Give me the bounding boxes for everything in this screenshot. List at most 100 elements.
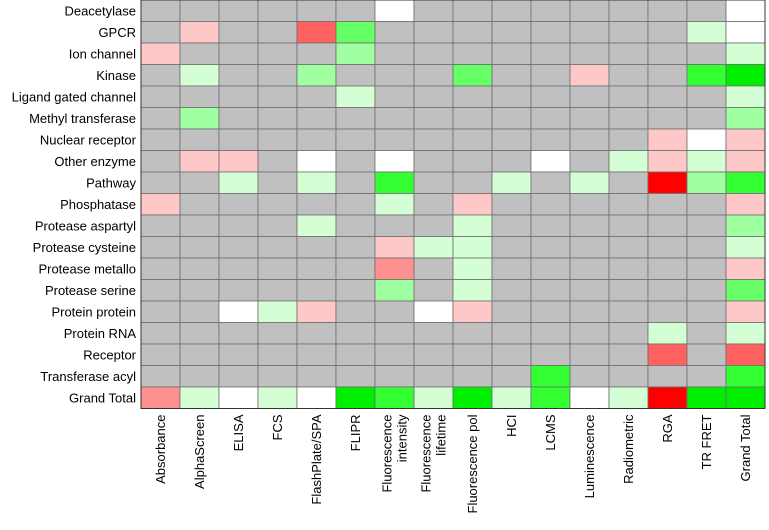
heatmap-cell	[218, 257, 259, 280]
heatmap-cell	[725, 322, 766, 345]
heatmap-cell	[569, 21, 610, 44]
heatmap-cell	[140, 64, 181, 87]
heatmap-cell	[335, 386, 376, 409]
heatmap-cell	[374, 171, 415, 194]
heatmap-cell	[179, 128, 220, 151]
heatmap-cell	[179, 107, 220, 130]
heatmap-cell	[179, 300, 220, 323]
heatmap-cell	[257, 343, 298, 366]
heatmap-cell	[335, 322, 376, 345]
heatmap-cell	[608, 64, 649, 87]
heatmap-cell	[374, 42, 415, 65]
heatmap-cell	[296, 42, 337, 65]
heatmap-cell	[413, 128, 454, 151]
heatmap-cell	[374, 343, 415, 366]
heatmap-cell	[374, 257, 415, 280]
heatmap-cell	[686, 300, 727, 323]
heatmap-cell	[686, 150, 727, 173]
heatmap-cell	[335, 107, 376, 130]
column-label-line: RGA	[660, 414, 675, 443]
heatmap-cell	[647, 257, 688, 280]
heatmap-cell	[569, 214, 610, 237]
heatmap-cell	[569, 171, 610, 194]
heatmap-cell	[452, 343, 493, 366]
heatmap-cell	[491, 64, 532, 87]
heatmap-cell	[491, 365, 532, 388]
row-label: Nuclear receptor	[40, 132, 137, 147]
heatmap-cell	[686, 64, 727, 87]
heatmap-cell	[179, 171, 220, 194]
heatmap-cell	[608, 21, 649, 44]
heatmap-cell	[725, 257, 766, 280]
heatmap-cell	[140, 236, 181, 259]
heatmap-cell	[218, 300, 259, 323]
heatmap-cell	[452, 107, 493, 130]
heatmap-cell	[569, 0, 610, 22]
heatmap-cell	[335, 21, 376, 44]
heatmap-cell	[140, 279, 181, 302]
heatmap-cell	[335, 365, 376, 388]
heatmap-cell	[413, 365, 454, 388]
column-label-line: Luminescence	[582, 415, 597, 499]
heatmap-cell	[569, 300, 610, 323]
column-label-line: Fluorescence	[380, 415, 395, 493]
heatmap-cell	[296, 150, 337, 173]
heatmap-cell	[491, 107, 532, 130]
heatmap-cell	[686, 193, 727, 216]
heatmap-cell	[725, 0, 766, 22]
heatmap-cell	[530, 257, 571, 280]
column-label-line: AlphaScreen	[192, 415, 207, 489]
row-label: Ligand gated channel	[12, 89, 136, 104]
heatmap-cell	[257, 386, 298, 409]
heatmap-cell	[530, 0, 571, 22]
column-label: FLIPR	[348, 415, 363, 452]
heatmap-cell	[530, 214, 571, 237]
row-label: Ion channel	[69, 46, 136, 61]
column-label: ELISA	[231, 414, 246, 451]
heatmap-cell	[491, 257, 532, 280]
heatmap-cell	[413, 0, 454, 22]
column-label-line: HCI	[504, 415, 519, 437]
heatmap-cell	[179, 322, 220, 345]
heatmap-cell	[257, 214, 298, 237]
heatmap-cell	[686, 214, 727, 237]
heatmap-cell	[296, 343, 337, 366]
heatmap-cell	[296, 279, 337, 302]
heatmap-cell	[725, 193, 766, 216]
heatmap-cell	[413, 171, 454, 194]
heatmap-cell	[140, 300, 181, 323]
heatmap-cell	[491, 85, 532, 108]
heatmap-cell	[413, 343, 454, 366]
heatmap-cell	[140, 171, 181, 194]
heatmap-cell	[491, 236, 532, 259]
column-label: Fluorescence pol	[465, 414, 480, 513]
heatmap-cell	[257, 236, 298, 259]
heatmap-cell	[218, 85, 259, 108]
column-label-line: Radiometric	[621, 414, 636, 484]
heatmap-cell	[218, 322, 259, 345]
heatmap-cell	[686, 128, 727, 151]
heatmap-cell	[452, 128, 493, 151]
heatmap-cell	[413, 300, 454, 323]
column-label: FlashPlate/SPA	[309, 414, 324, 504]
heatmap-cell	[452, 193, 493, 216]
heatmap-cell	[335, 257, 376, 280]
row-label: Protease cysteine	[33, 240, 136, 255]
heatmap-cell	[179, 150, 220, 173]
heatmap-cell	[413, 214, 454, 237]
heatmap-cell	[452, 214, 493, 237]
heatmap-cell	[491, 343, 532, 366]
heatmap-cell	[257, 365, 298, 388]
heatmap-cell	[647, 214, 688, 237]
heatmap-cell	[179, 343, 220, 366]
heatmap-cell	[569, 365, 610, 388]
heatmap-cell	[608, 42, 649, 65]
heatmap-cell	[257, 257, 298, 280]
heatmap-cell	[179, 279, 220, 302]
heatmap-cell	[296, 322, 337, 345]
column-label-line: ELISA	[231, 414, 246, 451]
column-label: Fluorescencelifetime	[419, 415, 449, 493]
heatmap-cell	[257, 85, 298, 108]
heatmap-cell	[608, 257, 649, 280]
heatmap-cell	[530, 365, 571, 388]
